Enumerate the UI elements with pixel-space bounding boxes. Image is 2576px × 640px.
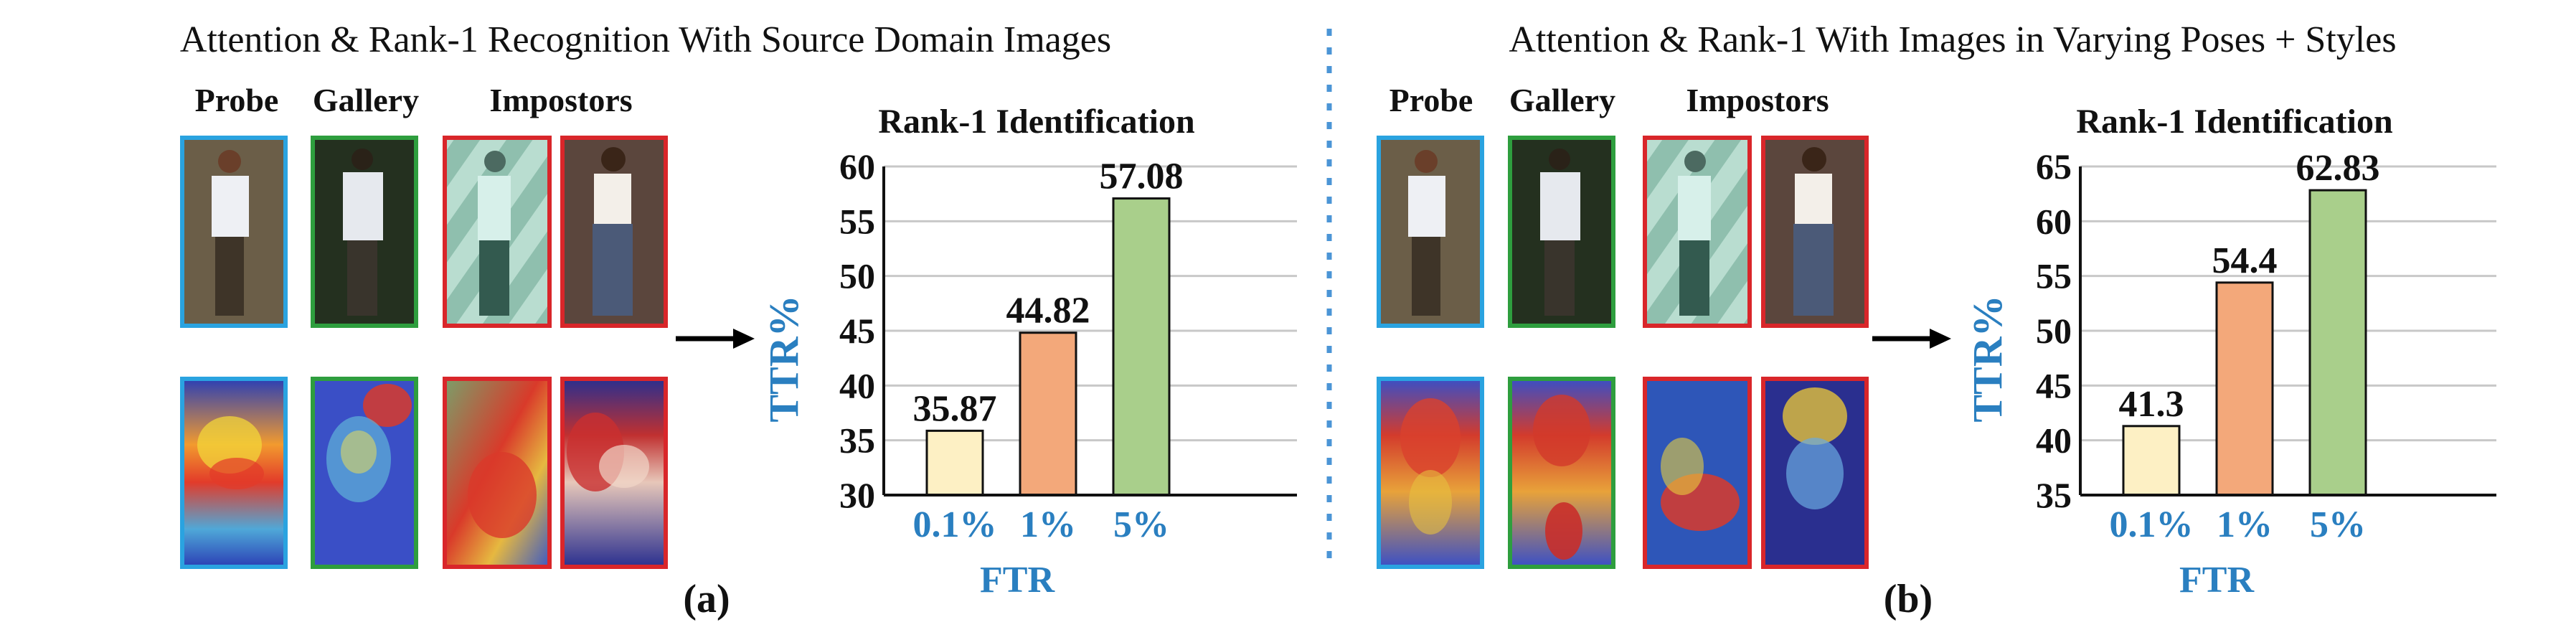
chart-yticks-a: 30 35 40 45 50 55 60 [839,146,875,515]
chart-gridlines-a [884,165,1297,442]
bar-0.1% [925,429,984,497]
chart-gridlines-b [2080,165,2496,442]
data-label: 57.08 [1100,156,1184,197]
attention-map-gallery-a [311,377,418,569]
panel-label-a: (a) [683,577,730,621]
chart-yticks-b: 35 40 45 50 55 60 65 [2036,146,2072,515]
y-tick-label: 50 [839,256,875,296]
attention-map-impostor-1-b [1643,377,1752,569]
x-tick-label: 5% [1113,504,1169,545]
header-gallery-b: Gallery [1509,82,1615,118]
header-impostors-b: Impostors [1686,82,1829,118]
bar-1% [2215,281,2274,497]
photo-impostor-1-b [1643,136,1752,328]
chart-value-labels-a: 35.87 44.82 57.08 [913,156,1184,430]
attention-map-probe-b [1377,377,1484,569]
panel-title-a: Attention & Rank-1 Recognition With Sour… [180,19,1111,60]
chart-bars-b [2122,189,2367,497]
data-label: 44.82 [1006,291,1090,331]
attention-map-probe-a [180,377,288,569]
photo-probe-a [180,136,288,328]
chart-b: Rank-1 Identification 35 40 45 50 55 60 65 0.1… [1964,103,2496,601]
x-tick-label: 5% [2310,504,2366,545]
header-gallery-a: Gallery [313,82,419,118]
attention-map-impostor-2-b [1761,377,1869,569]
y-tick-label: 30 [839,475,875,515]
chart-xlabel-a: FTR [980,560,1055,601]
y-tick-label: 55 [2036,256,2072,296]
chart-value-labels-b: 41.3 54.4 62.83 [2119,148,2380,425]
chart-title-a: Rank-1 Identification [878,103,1194,141]
header-probe-a: Probe [195,82,279,118]
y-tick-label: 45 [839,311,875,351]
chart-ylabel-b: TTR% [1964,295,2011,422]
chart-xlabel-b: FTR [2179,560,2255,601]
y-tick-label: 35 [839,420,875,461]
y-tick-label: 40 [2036,420,2072,461]
chart-a: Rank-1 Identification 30 35 40 45 50 55 60 0.1… [760,103,1297,601]
header-probe-b: Probe [1390,82,1473,118]
y-tick-label: 60 [839,146,875,187]
chart-axes-a [882,166,1297,497]
arrow-icon-a [676,329,755,349]
y-tick-label: 35 [2036,475,2072,515]
y-tick-label: 60 [2036,201,2072,241]
bar-0.1% [2122,425,2181,497]
photo-impostor-2-b [1761,136,1869,328]
data-label: 54.4 [2212,240,2278,281]
photo-gallery-b [1508,136,1615,328]
photo-impostor-1-a [443,136,552,328]
photo-impostor-2-a [560,136,668,328]
arrow-icon-b [1872,329,1951,349]
header-impostors-a: Impostors [489,82,632,118]
y-tick-label: 45 [2036,365,2072,405]
photo-probe-b [1377,136,1484,328]
chart-bars-a [925,197,1171,497]
attention-map-impostor-1-a [443,377,552,569]
y-tick-label: 50 [2036,311,2072,351]
chart-title-b: Rank-1 Identification [2076,103,2392,141]
y-tick-label: 55 [839,201,875,241]
chart-axes-b [2079,166,2496,497]
data-label: 62.83 [2296,148,2380,189]
panel-label-b: (b) [1884,577,1933,621]
panel-title-b: Attention & Rank-1 With Images in Varyin… [1509,19,2396,60]
y-tick-label: 40 [839,365,875,405]
chart-xticks-b: 0.1% 1% 5% [2110,504,2367,545]
chart-xticks-a: 0.1% 1% 5% [913,504,1170,545]
x-tick-label: 0.1% [913,504,997,545]
data-label: 35.87 [913,388,997,429]
chart-ylabel-a: TTR% [760,295,807,422]
attention-map-gallery-b [1508,377,1615,569]
photo-gallery-a [311,136,418,328]
bar-1% [1019,331,1077,497]
attention-map-impostor-2-a [560,377,668,569]
x-tick-label: 1% [2217,504,2273,545]
y-tick-label: 65 [2036,146,2072,187]
x-tick-label: 1% [1020,504,1076,545]
x-tick-label: 0.1% [2110,504,2194,545]
data-label: 41.3 [2119,384,2184,425]
bar-5% [2308,189,2367,497]
bar-5% [1112,197,1171,497]
